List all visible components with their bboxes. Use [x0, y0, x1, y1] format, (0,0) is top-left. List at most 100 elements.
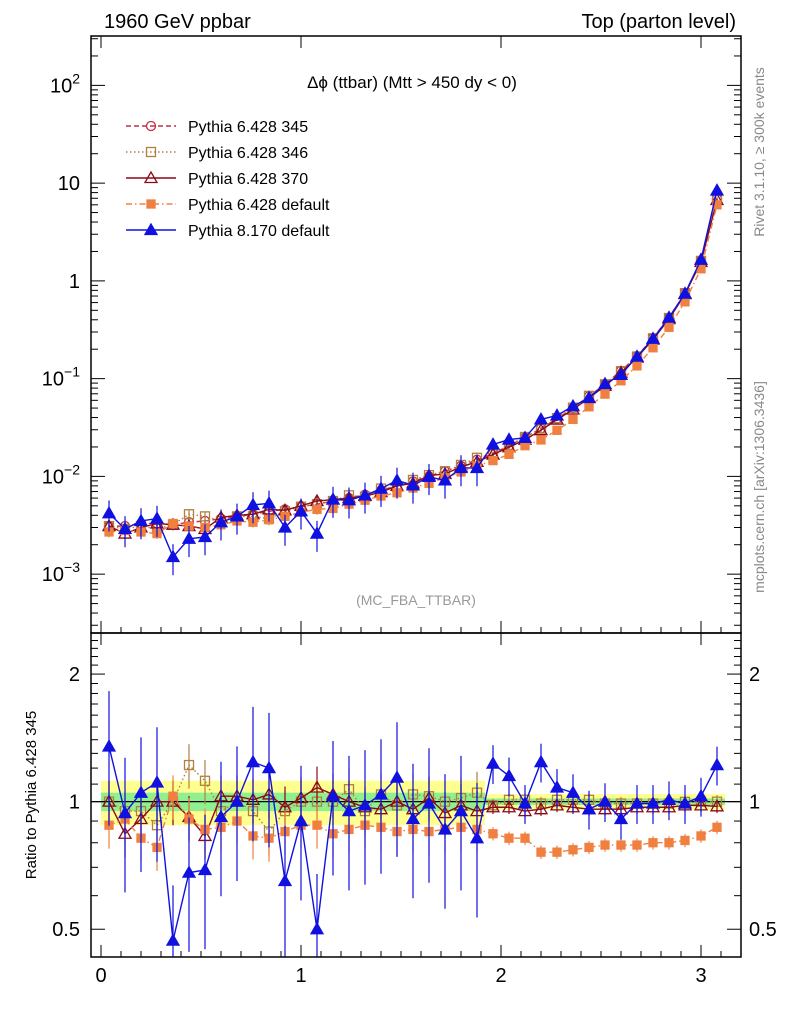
main-data-point [469, 460, 485, 474]
main-y-tick-label: 10−2 [42, 461, 80, 488]
ratio-data-point [485, 756, 501, 769]
ratio-data-point [584, 842, 594, 853]
main-data-point [597, 376, 613, 390]
main-data-point [517, 430, 533, 443]
header-left: 1960 GeV ppbar [104, 11, 251, 33]
main-data-point [536, 435, 546, 445]
ratio-data-point [117, 805, 133, 819]
ratio-data-point [696, 831, 706, 841]
header-right: Top (parton level) [581, 11, 736, 33]
ratio-data-point [213, 809, 229, 823]
main-data-point [645, 331, 661, 344]
main-series-layer [101, 183, 725, 576]
ratio-y-tick-label: 0.5 [52, 919, 80, 941]
ratio-data-point [168, 791, 178, 801]
ratio-data-point [517, 796, 533, 809]
main-data-point [680, 297, 690, 307]
main-series-4 [101, 183, 725, 576]
ratio-y-tick-label: 2 [69, 664, 80, 686]
ratio-data-point [600, 840, 610, 850]
main-data-point [648, 343, 658, 353]
main-data-point [664, 322, 674, 332]
main-data-point [133, 513, 149, 527]
ratio-data-point [181, 865, 197, 878]
main-data-point [117, 521, 133, 535]
x-tick-label: 2 [495, 965, 506, 987]
main-data-point [533, 412, 549, 425]
ratio-data-point [312, 820, 322, 830]
ratio-data-point [357, 798, 373, 811]
ratio-data-point [533, 801, 549, 815]
main-y-tick-label: 10 [58, 173, 80, 195]
ratio-data-point [520, 833, 530, 843]
main-data-point [325, 492, 341, 505]
ratio-data-point [245, 754, 261, 768]
main-data-point [181, 531, 197, 544]
ratio-data-point [709, 799, 725, 812]
main-data-point [613, 367, 629, 380]
ratio-y-tick-label-right: 2 [749, 664, 760, 686]
ratio-data-point [488, 829, 498, 839]
legend-marker [146, 199, 156, 209]
ratio-data-point [389, 770, 405, 783]
ratio-data-point [453, 803, 469, 817]
legend-marker [143, 170, 159, 184]
ratio-data-point [616, 840, 626, 850]
main-data-point [437, 473, 453, 486]
main-data-point [245, 497, 261, 511]
ratio-data-point [373, 787, 389, 800]
main-data-point [405, 478, 421, 491]
ratio-data-point [149, 775, 165, 788]
ratio-data-point [613, 811, 629, 825]
main-data-point [199, 511, 211, 522]
main-data-point [485, 437, 501, 450]
main-data-point [453, 460, 469, 474]
main-y-tick-label: 10−1 [42, 364, 80, 391]
ratio-axes: 0.5 0.5 1 1 2 2 0 1 2 3 [52, 621, 777, 987]
main-data-point [293, 503, 309, 517]
main-data-point [552, 425, 562, 435]
main-data-point [693, 252, 709, 265]
main-title: Δϕ (ttbar) (Mtt > 450 dy < 0) [307, 73, 517, 92]
main-y-tick-label: 102 [50, 70, 80, 97]
main-data-point [309, 526, 325, 539]
ratio-series-layer [101, 691, 725, 957]
main-data-point [357, 488, 373, 501]
ratio-data-point [565, 785, 581, 798]
main-data-point [165, 549, 181, 563]
main-data-point [421, 469, 437, 482]
main-data-point [261, 496, 277, 509]
ratio-data-point [504, 833, 514, 843]
ratio-data-point [645, 796, 661, 809]
ratio-data-point [325, 788, 341, 802]
ratio-data-point [199, 775, 211, 786]
main-data-point [229, 509, 245, 522]
main-data-point [549, 408, 565, 421]
main-data-point [101, 505, 117, 519]
main-data-point [584, 402, 594, 412]
legend-label: Pythia 8.170 default [188, 223, 330, 240]
legend-label: Pythia 6.428 346 [188, 145, 308, 162]
ratio-data-point [165, 933, 181, 946]
ratio-data-point [597, 794, 613, 807]
ratio-data-point [677, 796, 693, 809]
main-data-point [341, 492, 357, 506]
main-data-point [632, 361, 642, 371]
ratio-data-point [501, 768, 517, 782]
x-tick-label: 3 [695, 965, 706, 987]
main-data-point [168, 518, 178, 529]
ratio-data-point [309, 921, 325, 935]
ratio-data-point [309, 780, 325, 793]
main-data-point [183, 509, 195, 520]
main-data-point [389, 473, 405, 486]
main-data-point [600, 389, 610, 399]
ratio-data-point [133, 785, 149, 798]
ratio-data-point [632, 840, 642, 850]
main-data-point [629, 349, 645, 362]
ratio-data-point [533, 754, 549, 768]
ratio-data-point [405, 811, 421, 825]
ratio-panel: 0.5 0.5 1 1 2 2 0 1 2 3 Ratio to Pythia 6.428 345 [23, 621, 777, 987]
ratio-y-label: Ratio to Pythia 6.428 345 [23, 711, 40, 879]
